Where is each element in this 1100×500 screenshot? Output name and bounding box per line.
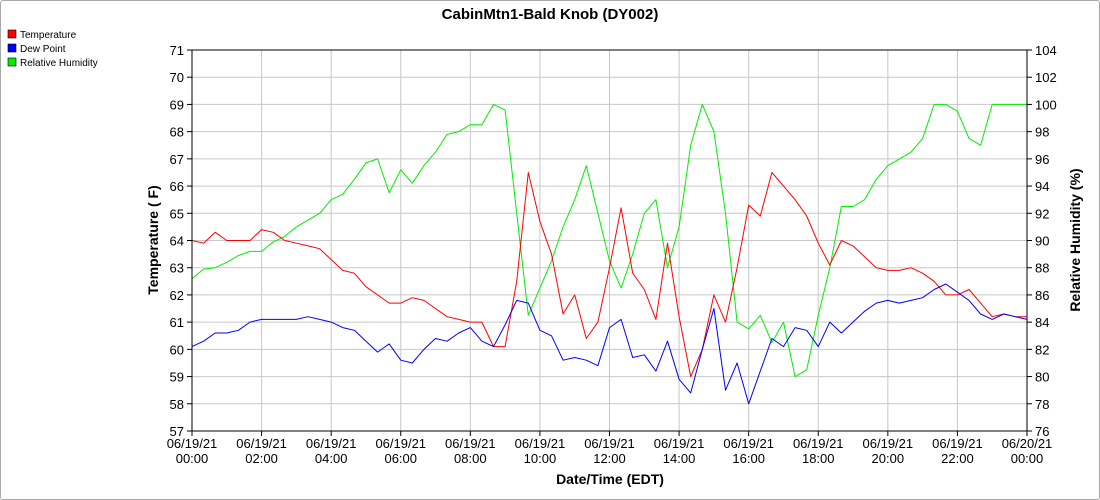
- y2-tick-label: 96: [1035, 152, 1049, 167]
- x-tick-time: 06:00: [384, 451, 417, 466]
- y2-axis-title: Relative Humidity (%): [1067, 168, 1083, 311]
- y2-tick-label: 82: [1035, 342, 1049, 357]
- legend-label: Dew Point: [20, 44, 66, 55]
- y2-tick-label: 88: [1035, 261, 1049, 276]
- y2-tick-label: 102: [1035, 70, 1057, 85]
- y-tick-label: 64: [170, 234, 184, 249]
- x-tick-date: 06/20/21: [1002, 436, 1053, 451]
- x-tick-date: 06/19/21: [793, 436, 844, 451]
- x-axis-title: Date/Time (EDT): [556, 471, 664, 487]
- y-tick-label: 66: [170, 179, 184, 194]
- x-tick-date: 06/19/21: [167, 436, 218, 451]
- x-tick-date: 06/19/21: [863, 436, 914, 451]
- x-tick-time: 12:00: [593, 451, 626, 466]
- y2-tick-label: 80: [1035, 370, 1049, 385]
- x-tick-date: 06/19/21: [375, 436, 426, 451]
- x-tick-date: 06/19/21: [932, 436, 983, 451]
- x-tick-time: 02:00: [245, 451, 278, 466]
- x-tick-time: 16:00: [732, 451, 765, 466]
- legend-label: Relative Humidity: [20, 58, 98, 69]
- y-tick-label: 58: [170, 397, 184, 412]
- x-tick-time: 20:00: [872, 451, 905, 466]
- x-tick-time: 14:00: [663, 451, 696, 466]
- y2-tick-label: 104: [1035, 43, 1057, 58]
- x-tick-time: 10:00: [524, 451, 557, 466]
- y2-tick-label: 98: [1035, 125, 1049, 140]
- legend-swatch: [7, 43, 17, 53]
- x-tick-date: 06/19/21: [236, 436, 287, 451]
- y-tick-label: 68: [170, 125, 184, 140]
- y2-tick-label: 84: [1035, 315, 1049, 330]
- legend: Temperature Dew Point Relative Humidity: [7, 29, 98, 69]
- y2-tick-label: 78: [1035, 397, 1049, 412]
- x-tick-date: 06/19/21: [654, 436, 705, 451]
- x-tick-date: 06/19/21: [723, 436, 774, 451]
- x-tick-date: 06/19/21: [515, 436, 566, 451]
- series-line-dew-point: [191, 283, 1028, 405]
- y2-tick-label: 100: [1035, 97, 1057, 112]
- series-line-relative-humidity: [191, 103, 1027, 378]
- legend-item-dew-point: Dew Point: [7, 43, 66, 55]
- y-tick-label: 69: [170, 97, 184, 112]
- y2-tick-label: 86: [1035, 288, 1049, 303]
- x-tick-time: 04:00: [315, 451, 348, 466]
- legend-swatch: [7, 57, 17, 67]
- y-axis-ticks: 57 58 59 60 61 62 63 64 65 66 67 68 69 70 71: [170, 43, 192, 439]
- y-tick-label: 62: [170, 288, 184, 303]
- x-tick-time: 00:00: [176, 451, 209, 466]
- x-axis-ticks: 06/19/2100:0006/19/2102:0006/19/2104:000…: [167, 431, 1053, 466]
- legend-swatch: [7, 29, 17, 39]
- legend-label: Temperature: [20, 30, 77, 41]
- y-tick-label: 57: [170, 424, 184, 439]
- y2-tick-label: 92: [1035, 206, 1049, 221]
- y2-tick-label: 94: [1035, 179, 1049, 194]
- series-line-temperature: [191, 172, 1027, 378]
- y-tick-label: 63: [170, 261, 184, 276]
- x-tick-time: 22:00: [941, 451, 974, 466]
- x-tick-time: 18:00: [802, 451, 835, 466]
- series-layer: [191, 103, 1028, 405]
- x-tick-date: 06/19/21: [445, 436, 496, 451]
- x-tick-time: 00:00: [1011, 451, 1044, 466]
- chart-title: CabinMtn1-Bald Knob (DY002): [442, 6, 659, 23]
- y-tick-label: 59: [170, 370, 184, 385]
- x-tick-date: 06/19/21: [584, 436, 635, 451]
- y-tick-label: 60: [170, 342, 184, 357]
- x-tick-date: 06/19/21: [306, 436, 357, 451]
- y-tick-label: 61: [170, 315, 184, 330]
- y-tick-label: 70: [170, 70, 184, 85]
- y2-tick-label: 76: [1035, 424, 1049, 439]
- x-tick-time: 08:00: [454, 451, 487, 466]
- y-axis-title: Temperature ( F): [145, 185, 161, 294]
- y2-tick-label: 90: [1035, 234, 1049, 249]
- y2-axis-ticks: 76 78 80 82 84 86 88 90 92 94 96 98 100 102 104: [1027, 43, 1057, 439]
- y-tick-label: 65: [170, 206, 184, 221]
- legend-item-temperature: Temperature: [7, 29, 77, 41]
- legend-item-relative-humidity: Relative Humidity: [7, 57, 98, 69]
- y-tick-label: 71: [170, 43, 184, 58]
- y-tick-label: 67: [170, 152, 184, 167]
